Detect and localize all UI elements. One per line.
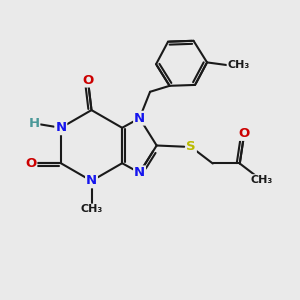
Text: CH₃: CH₃ bbox=[80, 204, 103, 214]
Text: CH₃: CH₃ bbox=[227, 60, 250, 70]
Text: O: O bbox=[238, 127, 250, 140]
Text: CH₃: CH₃ bbox=[250, 175, 272, 185]
Text: O: O bbox=[82, 74, 94, 87]
Text: N: N bbox=[134, 112, 145, 125]
Text: N: N bbox=[86, 174, 97, 188]
Text: H: H bbox=[28, 117, 39, 130]
Text: S: S bbox=[186, 140, 196, 154]
Text: N: N bbox=[55, 121, 66, 134]
Text: O: O bbox=[25, 157, 37, 170]
Text: N: N bbox=[134, 166, 145, 179]
